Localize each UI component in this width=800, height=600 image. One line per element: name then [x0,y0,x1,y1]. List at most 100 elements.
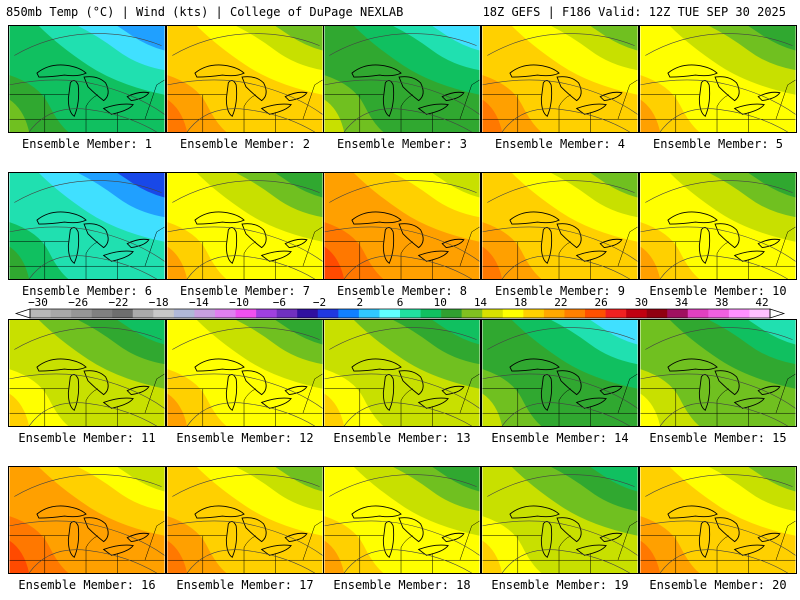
temperature-map [481,319,639,427]
ensemble-member-label: Ensemble Member: 11 [18,431,156,445]
colorbar-swatch [564,309,586,318]
temperature-band [640,99,661,132]
great-lake-outline [757,91,781,102]
great-lake-outline [599,91,623,102]
great-lake-outline [241,223,267,249]
temperature-band [748,467,796,492]
great-lake-outline [194,358,245,372]
colorbar-swatch [30,309,51,318]
colorbar-tick-label: −26 [68,296,89,309]
colorbar-swatch [276,309,298,318]
great-lake-outline [126,238,150,249]
height-contour [28,255,157,279]
great-lake-outline [225,521,238,558]
temperature-band [640,246,661,279]
state-border [144,226,165,267]
great-lake-outline [441,91,465,102]
colorbar-tick-label: 14 [473,296,488,309]
great-lake-outline [351,358,402,372]
great-lake-outline [284,91,308,102]
temperature-band [275,320,323,345]
ensemble-member-label: Ensemble Member: 18 [333,578,471,592]
state-border [302,520,323,561]
colorbar-tick-label: −22 [108,296,129,309]
great-lake-outline [382,80,395,117]
colorbar-tick-label: 34 [674,296,689,309]
height-contour [640,226,796,262]
temperature-band [117,26,165,51]
height-contour [28,402,157,426]
great-lake-outline [599,238,623,249]
colorbar-swatch [50,309,72,318]
ensemble-member-label: Ensemble Member: 3 [336,137,468,151]
ensemble-member-label: Ensemble Member: 12 [176,431,314,445]
height-contour [324,520,480,556]
height-contour [482,79,638,115]
colorbar-swatch [646,309,668,318]
temperature-map [323,319,481,427]
height-contour [186,108,315,132]
great-lake-outline [36,358,87,372]
great-lake-outline [556,370,582,396]
height-contour [343,402,472,426]
colorbar-swatch [338,309,360,318]
ensemble-member-label: Ensemble Member: 15 [649,431,787,445]
colorbar-tick-label: 30 [634,296,648,309]
great-lake-outline [126,385,150,396]
colorbar-tick-label: 18 [514,296,528,309]
great-lake-outline [667,211,718,225]
ensemble-panel: Ensemble Member: 10 [639,172,797,298]
state-border [716,241,729,279]
ensemble-member-label: Ensemble Member: 8 [336,284,468,298]
height-contour [640,373,796,409]
height-contour [659,402,788,426]
ensemble-panel: Ensemble Member: 3 [323,25,481,151]
temperature-band [167,246,188,279]
state-border [400,94,413,132]
great-lake-outline [351,505,402,519]
great-lake-outline [540,80,553,117]
state-border [775,520,796,561]
ensemble-member-label: Ensemble Member: 9 [494,284,626,298]
height-contour [329,180,477,203]
state-border [302,79,323,120]
state-border [558,241,571,279]
state-border [144,79,165,120]
ensemble-member-label: Ensemble Member: 10 [649,284,787,298]
height-contour [501,108,630,132]
colorbar-tick-label: 10 [433,296,447,309]
temperature-band [482,99,503,132]
temperature-band [324,246,345,279]
colorbar-swatch [502,309,524,318]
temperature-band [9,99,30,132]
great-lake-outline [540,521,553,558]
temperature-band [9,540,30,573]
height-contour [324,226,480,262]
ensemble-member-label: Ensemble Member: 7 [179,284,311,298]
state-border [85,94,98,132]
colorbar-right-arrow [769,308,786,319]
temperature-map [639,172,797,280]
great-lake-outline [36,505,87,519]
temperature-band [748,173,796,198]
height-contour [167,79,323,115]
ensemble-panel: Ensemble Member: 1 [8,25,166,151]
great-lake-outline [714,76,740,102]
temperature-map [8,466,166,574]
colorbar-swatch [173,309,195,318]
state-border [617,520,638,561]
height-contour [28,108,157,132]
ensemble-member-label: Ensemble Member: 6 [21,284,153,298]
colorbar-swatch [235,309,257,318]
temperature-band [167,393,188,426]
ensemble-panel: Ensemble Member: 16 [8,466,166,592]
colorbar-swatch [297,309,319,318]
great-lake-outline [382,374,395,411]
great-lake-outline [284,238,308,249]
ensemble-panel: Ensemble Member: 20 [639,466,797,592]
height-contour [645,474,793,497]
ensemble-panel: Ensemble Member: 19 [481,466,639,592]
ensemble-panel: Ensemble Member: 8 [323,172,481,298]
header: 850mb Temp (°C) | Wind (kts) | College o… [0,0,800,22]
state-border [775,373,796,414]
